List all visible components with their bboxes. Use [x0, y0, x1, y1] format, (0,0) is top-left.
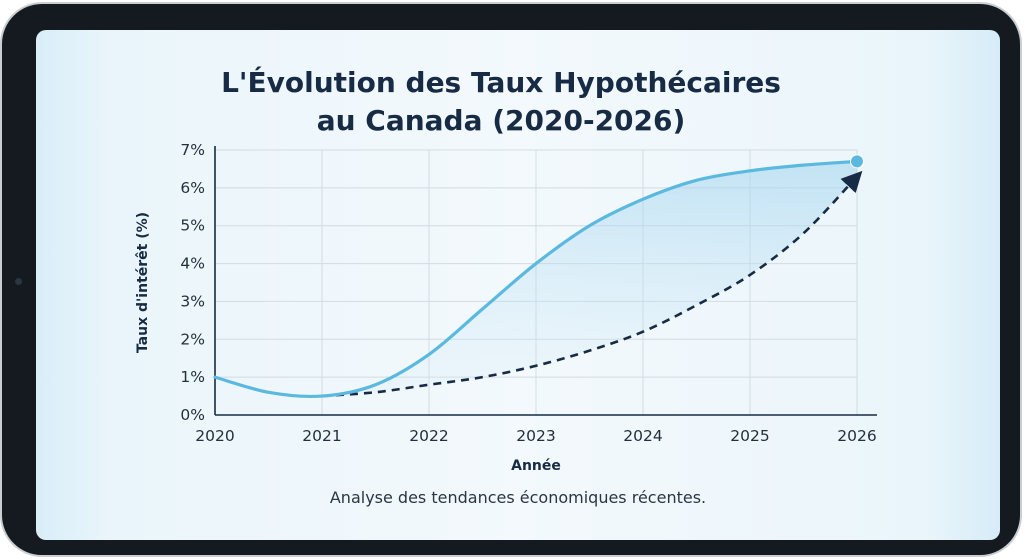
y-tick-label: 7%	[180, 141, 205, 159]
y-tick-label: 6%	[180, 179, 205, 197]
tablet-frame: L'Évolution des Taux Hypothécaires au Ca…	[2, 4, 1020, 555]
tablet-screen: L'Évolution des Taux Hypothécaires au Ca…	[36, 30, 1000, 540]
ticks: 0% 1% 2% 3% 4% 5% 6% 7% 2020 2021 2022 2023 2024 2025…	[180, 141, 876, 445]
chart-title-line-1: L'Évolution des Taux Hypothécaires	[221, 66, 781, 99]
x-tick-label: 2025	[730, 427, 769, 445]
y-axis-label: Taux d'intérêt (%)	[135, 212, 151, 353]
x-tick-label: 2020	[195, 427, 234, 445]
y-tick-label: 5%	[180, 217, 205, 235]
x-tick-label: 2021	[302, 427, 341, 445]
chart-svg: 0% 1% 2% 3% 4% 5% 6% 7% 2020 2021 2022 2023 2024 2025…	[135, 141, 877, 474]
y-tick-label: 3%	[180, 292, 205, 310]
series-area-fill	[322, 161, 857, 397]
series	[213, 154, 864, 399]
x-tick-label: 2022	[409, 427, 448, 445]
chart-subtitle: Analyse des tendances économiques récent…	[329, 488, 707, 507]
y-tick-label: 0%	[180, 406, 205, 424]
camera-dot	[15, 278, 22, 285]
series-solid-line	[213, 159, 859, 399]
y-tick-label: 2%	[180, 330, 205, 348]
x-tick-label: 2023	[516, 427, 555, 445]
series-end-point	[850, 154, 864, 169]
x-tick-label: 2024	[623, 427, 662, 445]
x-axis-label: Année	[511, 458, 561, 474]
series-dashed-line	[321, 170, 863, 398]
y-tick-label: 1%	[180, 368, 205, 386]
chart-title-line-2: au Canada (2020-2026)	[316, 104, 686, 137]
x-tick-label: 2026	[837, 427, 876, 445]
y-tick-label: 4%	[180, 255, 205, 273]
area-fill	[322, 161, 857, 397]
axes	[214, 146, 877, 416]
chart-title: L'Évolution des Taux Hypothécaires au Ca…	[36, 64, 966, 140]
